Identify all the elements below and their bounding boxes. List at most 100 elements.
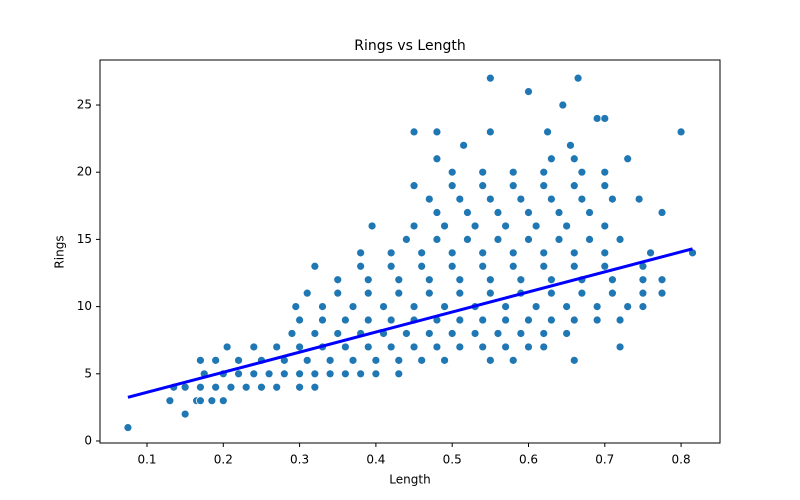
data-point <box>470 221 480 231</box>
data-point <box>508 355 518 365</box>
data-point <box>485 355 495 365</box>
data-point <box>249 342 259 352</box>
data-point <box>600 261 610 271</box>
data-point <box>493 329 503 338</box>
data-point <box>272 342 282 352</box>
data-point <box>531 302 541 311</box>
data-point <box>295 369 304 379</box>
y-tick-label: 15 <box>77 232 92 246</box>
data-point <box>432 208 442 217</box>
data-point <box>325 369 335 379</box>
data-point <box>363 342 373 352</box>
x-axis-label: Length <box>389 473 430 487</box>
data-point <box>417 355 427 365</box>
data-point <box>302 288 312 298</box>
x-tick-label: 0.1 <box>137 453 156 467</box>
data-point <box>455 194 465 204</box>
data-point <box>440 302 449 311</box>
data-point <box>638 302 648 311</box>
data-point <box>196 355 205 365</box>
data-point <box>207 396 217 406</box>
data-point <box>363 288 373 298</box>
data-point <box>600 167 610 177</box>
data-point <box>295 315 304 325</box>
data-point <box>478 248 488 258</box>
data-point <box>279 369 289 379</box>
data-point <box>409 181 419 191</box>
data-point <box>676 127 686 137</box>
data-point <box>539 167 549 177</box>
data-point <box>478 181 488 191</box>
data-point <box>516 194 526 204</box>
data-point <box>455 288 465 298</box>
data-point <box>485 127 495 137</box>
data-point <box>310 329 320 338</box>
data-point <box>447 329 457 338</box>
data-point <box>478 342 488 352</box>
data-point <box>524 208 533 217</box>
data-point <box>291 302 301 311</box>
data-point <box>493 208 503 217</box>
data-point <box>508 261 518 271</box>
data-point <box>394 355 404 365</box>
data-point <box>524 315 533 325</box>
data-point <box>539 248 549 258</box>
data-point <box>524 235 533 244</box>
data-point <box>600 221 610 231</box>
data-point <box>543 127 552 137</box>
data-point <box>432 154 442 164</box>
data-point <box>546 154 556 164</box>
data-point <box>516 275 526 285</box>
data-point <box>562 329 572 338</box>
data-point <box>615 315 625 325</box>
data-point <box>577 167 587 177</box>
data-point <box>455 275 465 285</box>
data-point <box>585 235 594 244</box>
data-point <box>447 181 457 191</box>
data-point <box>257 382 266 392</box>
data-point <box>356 369 366 379</box>
x-tick-label: 0.7 <box>595 453 614 467</box>
data-point <box>623 154 633 164</box>
data-point <box>249 369 259 379</box>
data-point <box>501 221 511 231</box>
data-point <box>333 288 343 298</box>
data-point <box>569 181 579 191</box>
data-point <box>455 342 465 352</box>
x-tick-label: 0.8 <box>672 453 691 467</box>
data-point <box>615 235 625 244</box>
data-point <box>508 181 518 191</box>
data-point <box>463 235 472 244</box>
data-point <box>424 275 434 285</box>
data-point <box>310 369 320 379</box>
data-point <box>211 355 221 365</box>
data-point <box>440 355 449 365</box>
data-point <box>459 140 469 150</box>
data-point <box>501 342 511 352</box>
data-point <box>485 194 495 204</box>
data-point <box>554 208 564 217</box>
data-point <box>539 261 549 271</box>
data-point <box>531 221 541 231</box>
data-point <box>585 208 594 217</box>
data-point <box>569 248 579 258</box>
data-point <box>310 261 320 271</box>
data-point <box>234 355 243 365</box>
data-point <box>218 396 228 406</box>
data-point <box>546 288 556 298</box>
data-point <box>295 382 304 392</box>
data-point <box>608 288 617 298</box>
data-point <box>371 355 381 365</box>
data-point <box>608 194 617 204</box>
data-point <box>546 275 556 285</box>
data-point <box>657 288 667 298</box>
data-point <box>386 261 396 271</box>
data-point <box>196 396 205 406</box>
data-point <box>657 275 667 285</box>
data-point <box>558 100 568 110</box>
data-point <box>165 396 175 406</box>
y-tick-label: 5 <box>84 366 92 380</box>
data-point <box>470 329 480 338</box>
data-point <box>600 114 610 123</box>
